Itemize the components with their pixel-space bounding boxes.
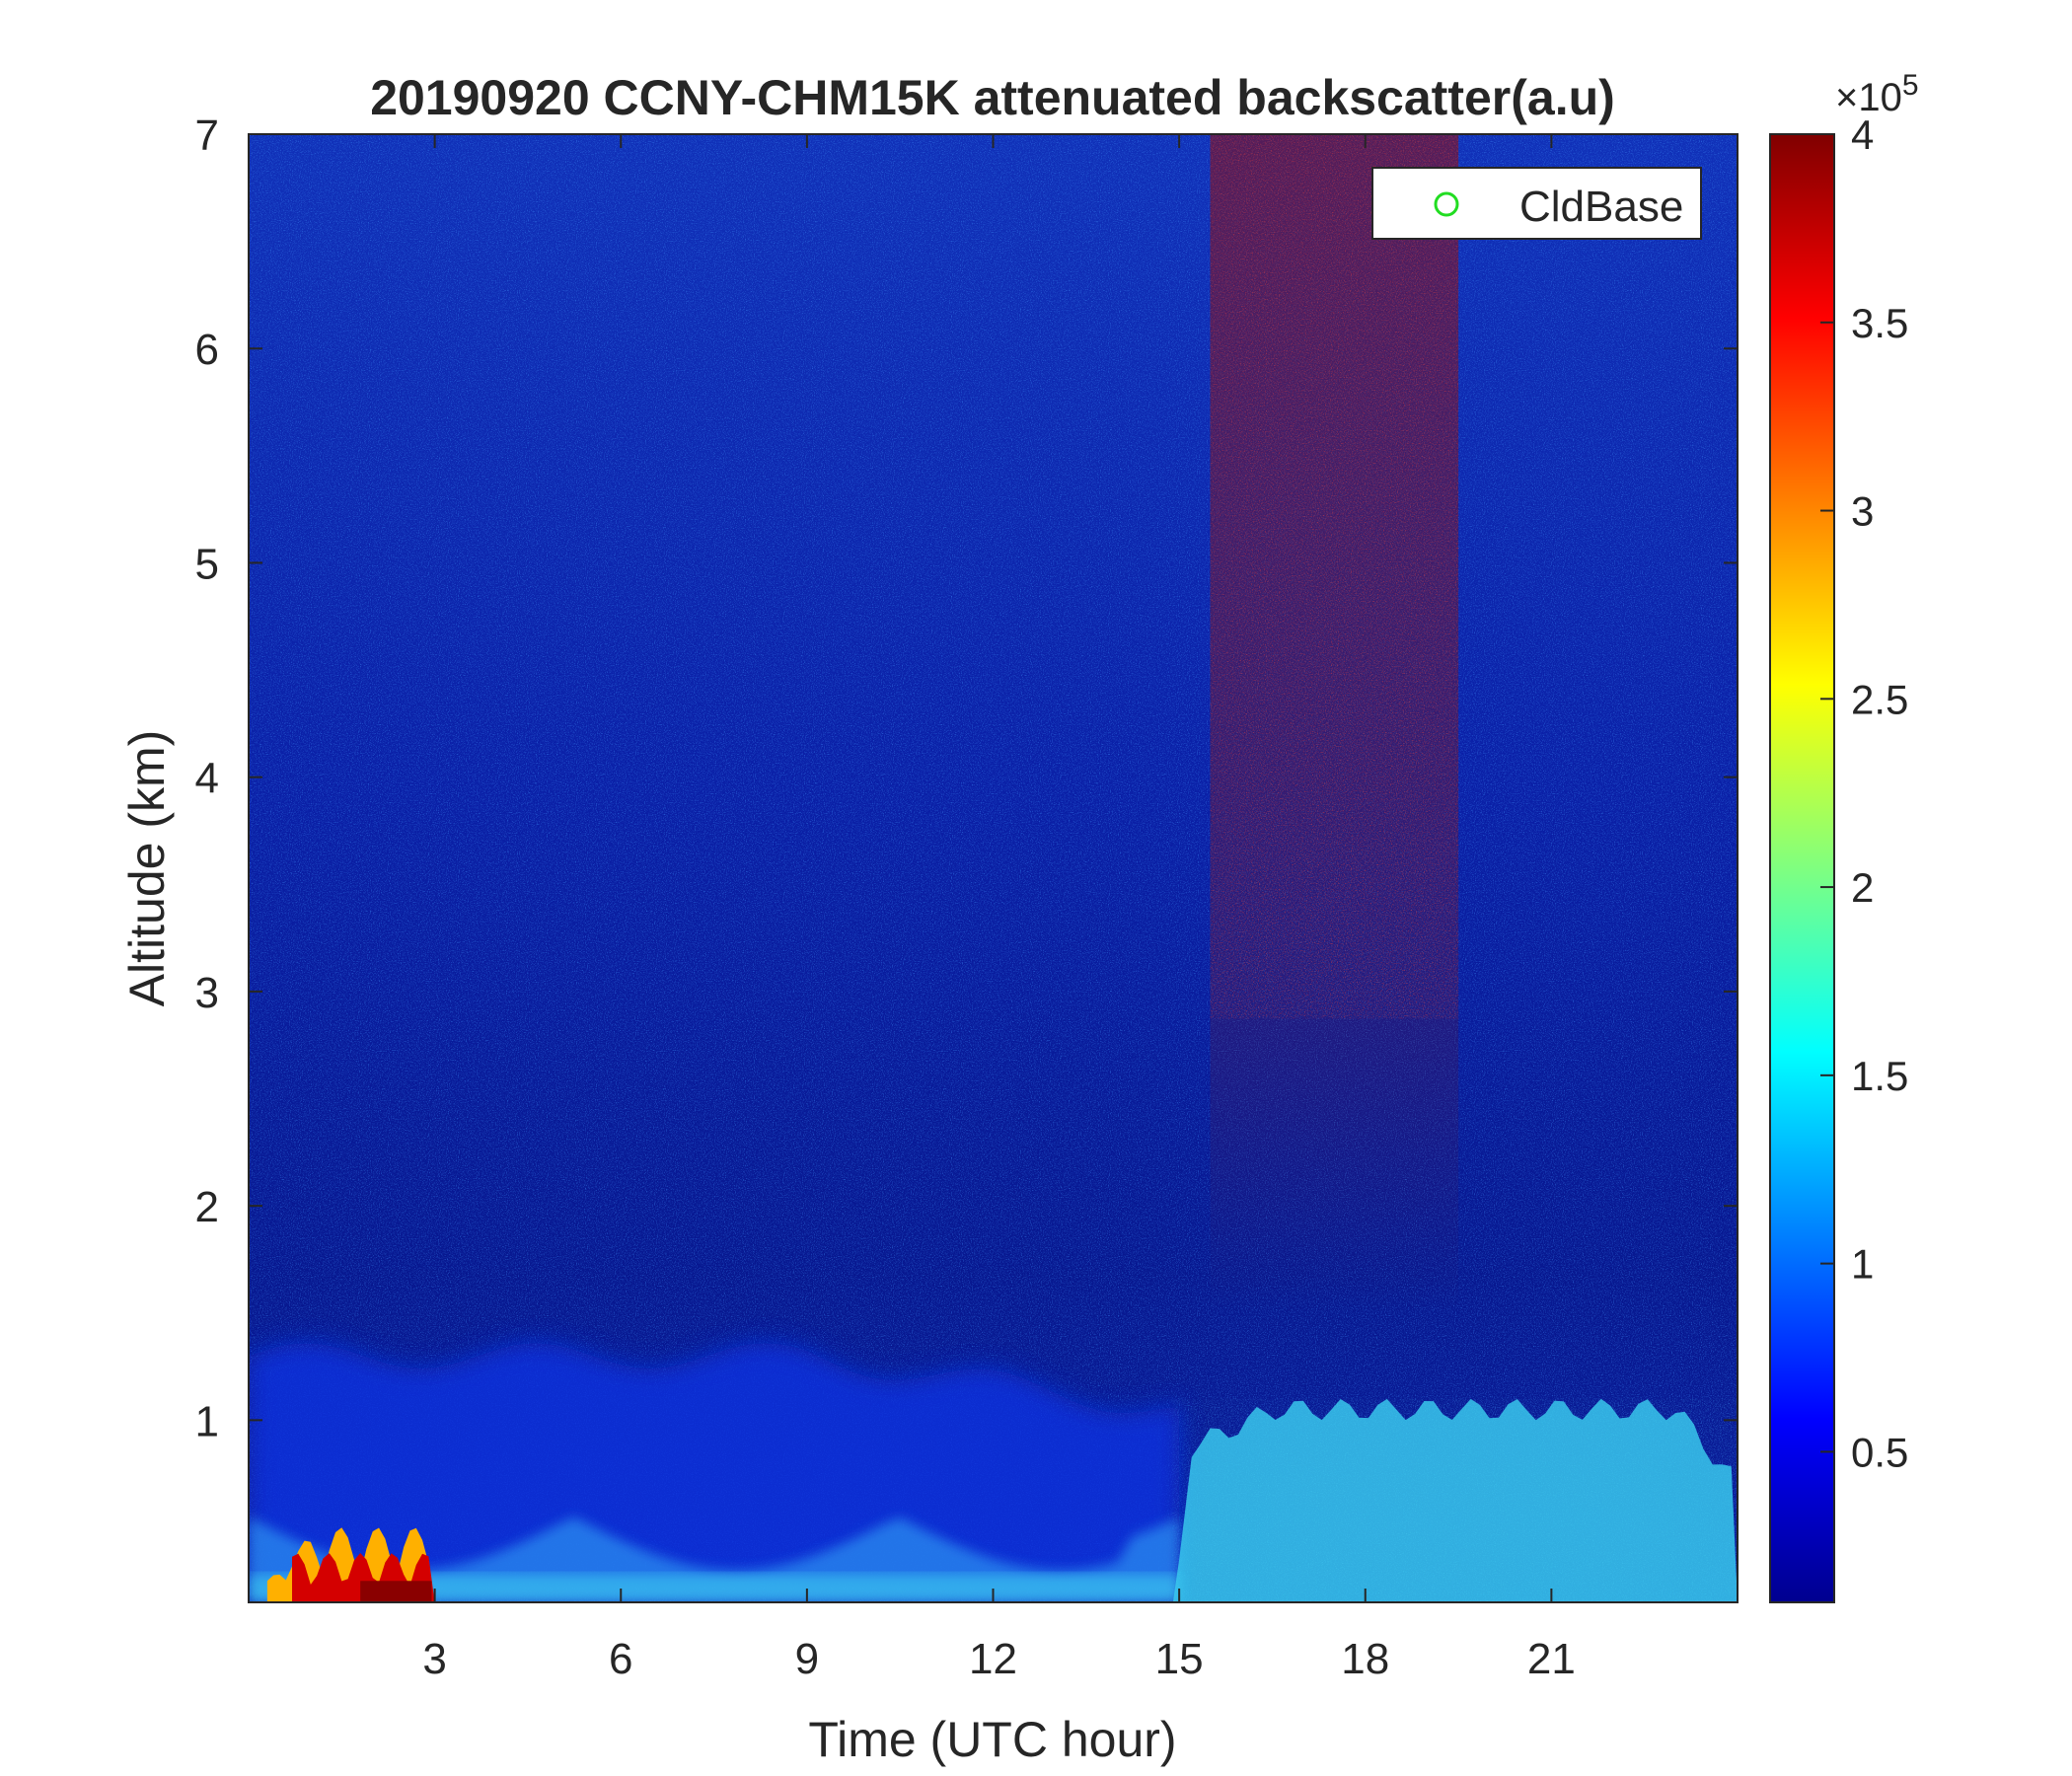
legend-box xyxy=(1371,167,1702,240)
x-tick-label: 21 xyxy=(1527,1635,1576,1683)
y-tick-label: 4 xyxy=(195,755,219,803)
x-axis: 3 6 9 12 15 18 21 xyxy=(422,134,1576,1683)
high-backscatter-peak xyxy=(360,1581,432,1602)
x-tick-label: 12 xyxy=(969,1635,1017,1683)
colorbar-tick-label: 2 xyxy=(1851,864,1874,911)
high-backscatter-column-noise xyxy=(1210,134,1459,1019)
x-tick-label: 18 xyxy=(1341,1635,1389,1683)
boundary-layer-region xyxy=(249,1343,1180,1602)
legend: CldBase xyxy=(1371,167,1702,240)
colorbar: 0.5 1 1.5 2 2.5 3 3.5 4 ×105 xyxy=(1769,69,1919,1603)
enhanced-boundary-layer-texture xyxy=(1172,1398,1738,1602)
y-axis: 1 2 3 4 5 6 7 xyxy=(195,111,1738,1445)
x-tick-label: 6 xyxy=(609,1635,632,1683)
x-tick-label: 15 xyxy=(1155,1635,1204,1683)
colorbar-exponent: ×105 xyxy=(1835,69,1919,119)
colorbar-tick-label: 1 xyxy=(1851,1241,1874,1288)
y-axis-label: Altitude (km) xyxy=(119,730,175,1007)
colorbar-tick-label: 1.5 xyxy=(1851,1053,1908,1099)
colorbar-tick-label: 4 xyxy=(1851,111,1874,158)
x-tick-label: 9 xyxy=(795,1635,819,1683)
colorbar-tick-label: 2.5 xyxy=(1851,676,1908,722)
colorbar-tick-label: 3.5 xyxy=(1851,300,1908,346)
x-axis-label: Time (UTC hour) xyxy=(808,1712,1176,1767)
x-tick-label: 3 xyxy=(422,1635,446,1683)
y-tick-label: 1 xyxy=(195,1397,219,1445)
colorbar-tick-label: 0.5 xyxy=(1851,1429,1908,1475)
colorbar-tick-label: 3 xyxy=(1851,488,1874,535)
legend-entry-cldbase: CldBase xyxy=(1519,183,1683,231)
y-tick-label: 3 xyxy=(195,969,219,1017)
y-tick-label: 5 xyxy=(195,540,219,588)
chart-title: 20190920 CCNY-CHM15K attenuated backscat… xyxy=(370,70,1615,125)
y-tick-label: 2 xyxy=(195,1183,219,1231)
colorbar-gradient xyxy=(1769,133,1835,1603)
legend-marker-cldbase xyxy=(1434,191,1459,217)
y-tick-label: 7 xyxy=(195,111,219,160)
y-tick-label: 6 xyxy=(195,326,219,374)
backscatter-heatmap xyxy=(249,134,1738,1602)
